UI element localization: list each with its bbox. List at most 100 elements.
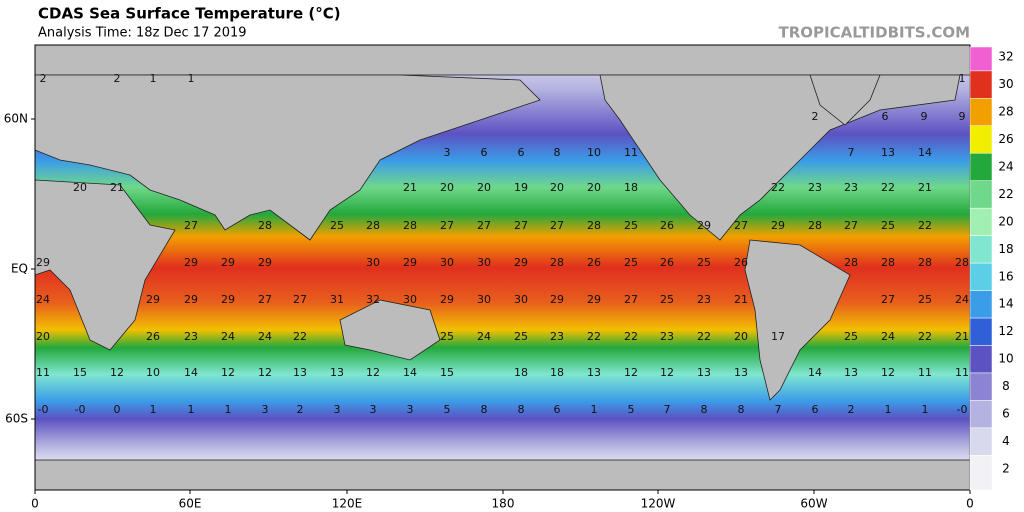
colorbar-swatch <box>969 46 993 72</box>
sst-label: 23 <box>697 293 711 306</box>
colorbar-label: 2 <box>1002 462 1010 476</box>
sst-label: 8 <box>738 403 745 416</box>
sst-label: 22 <box>293 330 307 343</box>
lon-label: 180 <box>492 497 515 511</box>
sst-label: 12 <box>624 366 638 379</box>
colorbar-swatch <box>969 345 993 374</box>
sst-label: 27 <box>293 293 307 306</box>
colorbar-swatch <box>969 180 993 209</box>
sst-label: 6 <box>481 146 488 159</box>
colorbar-swatch <box>969 98 993 126</box>
sst-label: 27 <box>844 219 858 232</box>
colorbar-label: 14 <box>998 297 1013 311</box>
sst-label: 27 <box>550 219 564 232</box>
sst-label: 2 <box>114 72 121 85</box>
sst-label: 28 <box>808 219 822 232</box>
sst-label: 20 <box>477 181 491 194</box>
sst-label: 23 <box>808 181 822 194</box>
sst-label: 13 <box>330 366 344 379</box>
sst-label: 25 <box>440 330 454 343</box>
colorbar-swatch <box>969 317 993 346</box>
sst-label: 30 <box>440 256 454 269</box>
sst-label: 27 <box>624 293 638 306</box>
sst-label: 1 <box>591 403 598 416</box>
sst-label: 3 <box>407 403 414 416</box>
sst-label: 22 <box>624 330 638 343</box>
sst-label: 28 <box>403 219 417 232</box>
colorbar-label: 12 <box>998 324 1013 338</box>
sst-label: 25 <box>660 293 674 306</box>
sst-label: 3 <box>334 403 341 416</box>
sst-label: 25 <box>881 219 895 232</box>
antarctica <box>34 459 971 491</box>
sst-label: 12 <box>660 366 674 379</box>
sst-label: -0 <box>957 403 968 416</box>
colorbar-label: 6 <box>1002 407 1010 421</box>
sst-label: 28 <box>258 219 272 232</box>
sst-label: 24 <box>221 330 235 343</box>
sst-label: 27 <box>184 219 198 232</box>
sst-label: 5 <box>444 403 451 416</box>
sst-label: 1 <box>959 72 966 85</box>
sst-label: 24 <box>955 293 969 306</box>
sst-label: 29 <box>258 256 272 269</box>
sst-label: 12 <box>258 366 272 379</box>
colorbar-swatch <box>969 70 993 99</box>
sst-label: 12 <box>366 366 380 379</box>
sst-label: 12 <box>881 366 895 379</box>
sst-label: 31 <box>330 293 344 306</box>
colorbar-label: 18 <box>998 242 1013 256</box>
sst-label: 14 <box>808 366 822 379</box>
sst-label: 1 <box>188 72 195 85</box>
eurasia <box>34 74 541 241</box>
sst-label: 22 <box>881 181 895 194</box>
arctic <box>34 44 971 76</box>
sst-label: 6 <box>554 403 561 416</box>
sst-label: 25 <box>624 219 638 232</box>
sst-label: 23 <box>660 330 674 343</box>
lat-label: 60S <box>5 412 28 426</box>
sst-label: 9 <box>959 110 966 123</box>
sst-label: 3 <box>444 146 451 159</box>
sst-label: 25 <box>514 330 528 343</box>
sst-label: 13 <box>697 366 711 379</box>
sst-label: 27 <box>514 219 528 232</box>
sst-label: 26 <box>587 256 601 269</box>
south-america <box>744 239 851 401</box>
sst-label: 20 <box>73 181 87 194</box>
colorbar-swatch <box>969 125 993 154</box>
colorbar-label: 8 <box>1002 379 1010 393</box>
sst-label: 14 <box>918 146 932 159</box>
sst-label: 29 <box>146 293 160 306</box>
lon-label: 120E <box>332 497 363 511</box>
sst-label: 27 <box>477 219 491 232</box>
sst-label: 20 <box>550 181 564 194</box>
lon-label: 60W <box>800 497 827 511</box>
sst-label: 13 <box>881 146 895 159</box>
lat-label: EQ <box>11 262 28 276</box>
sst-label: 22 <box>918 330 932 343</box>
sst-label: 12 <box>221 366 235 379</box>
sst-label: 27 <box>258 293 272 306</box>
sst-label: 29 <box>221 293 235 306</box>
sst-label: 14 <box>184 366 198 379</box>
sst-label: 6 <box>518 146 525 159</box>
colorbar-label: 28 <box>998 105 1013 119</box>
sst-label: 26 <box>660 256 674 269</box>
sst-label: 9 <box>921 110 928 123</box>
sst-label: 11 <box>36 366 50 379</box>
colorbar-label: 10 <box>998 352 1013 366</box>
sst-label: 28 <box>366 219 380 232</box>
colorbar-swatch <box>969 455 993 491</box>
sst-label: 5 <box>628 403 635 416</box>
sst-label: 22 <box>918 219 932 232</box>
subtitle: Analysis Time: 18z Dec 17 2019 <box>38 26 247 41</box>
sst-label: 29 <box>184 293 198 306</box>
land <box>34 44 971 491</box>
sst-label: 10 <box>146 366 160 379</box>
colorbar-label: 24 <box>998 159 1013 173</box>
sst-label: 23 <box>844 181 858 194</box>
sst-label: 19 <box>514 181 528 194</box>
sst-label: 25 <box>844 330 858 343</box>
sst-label: 6 <box>812 403 819 416</box>
